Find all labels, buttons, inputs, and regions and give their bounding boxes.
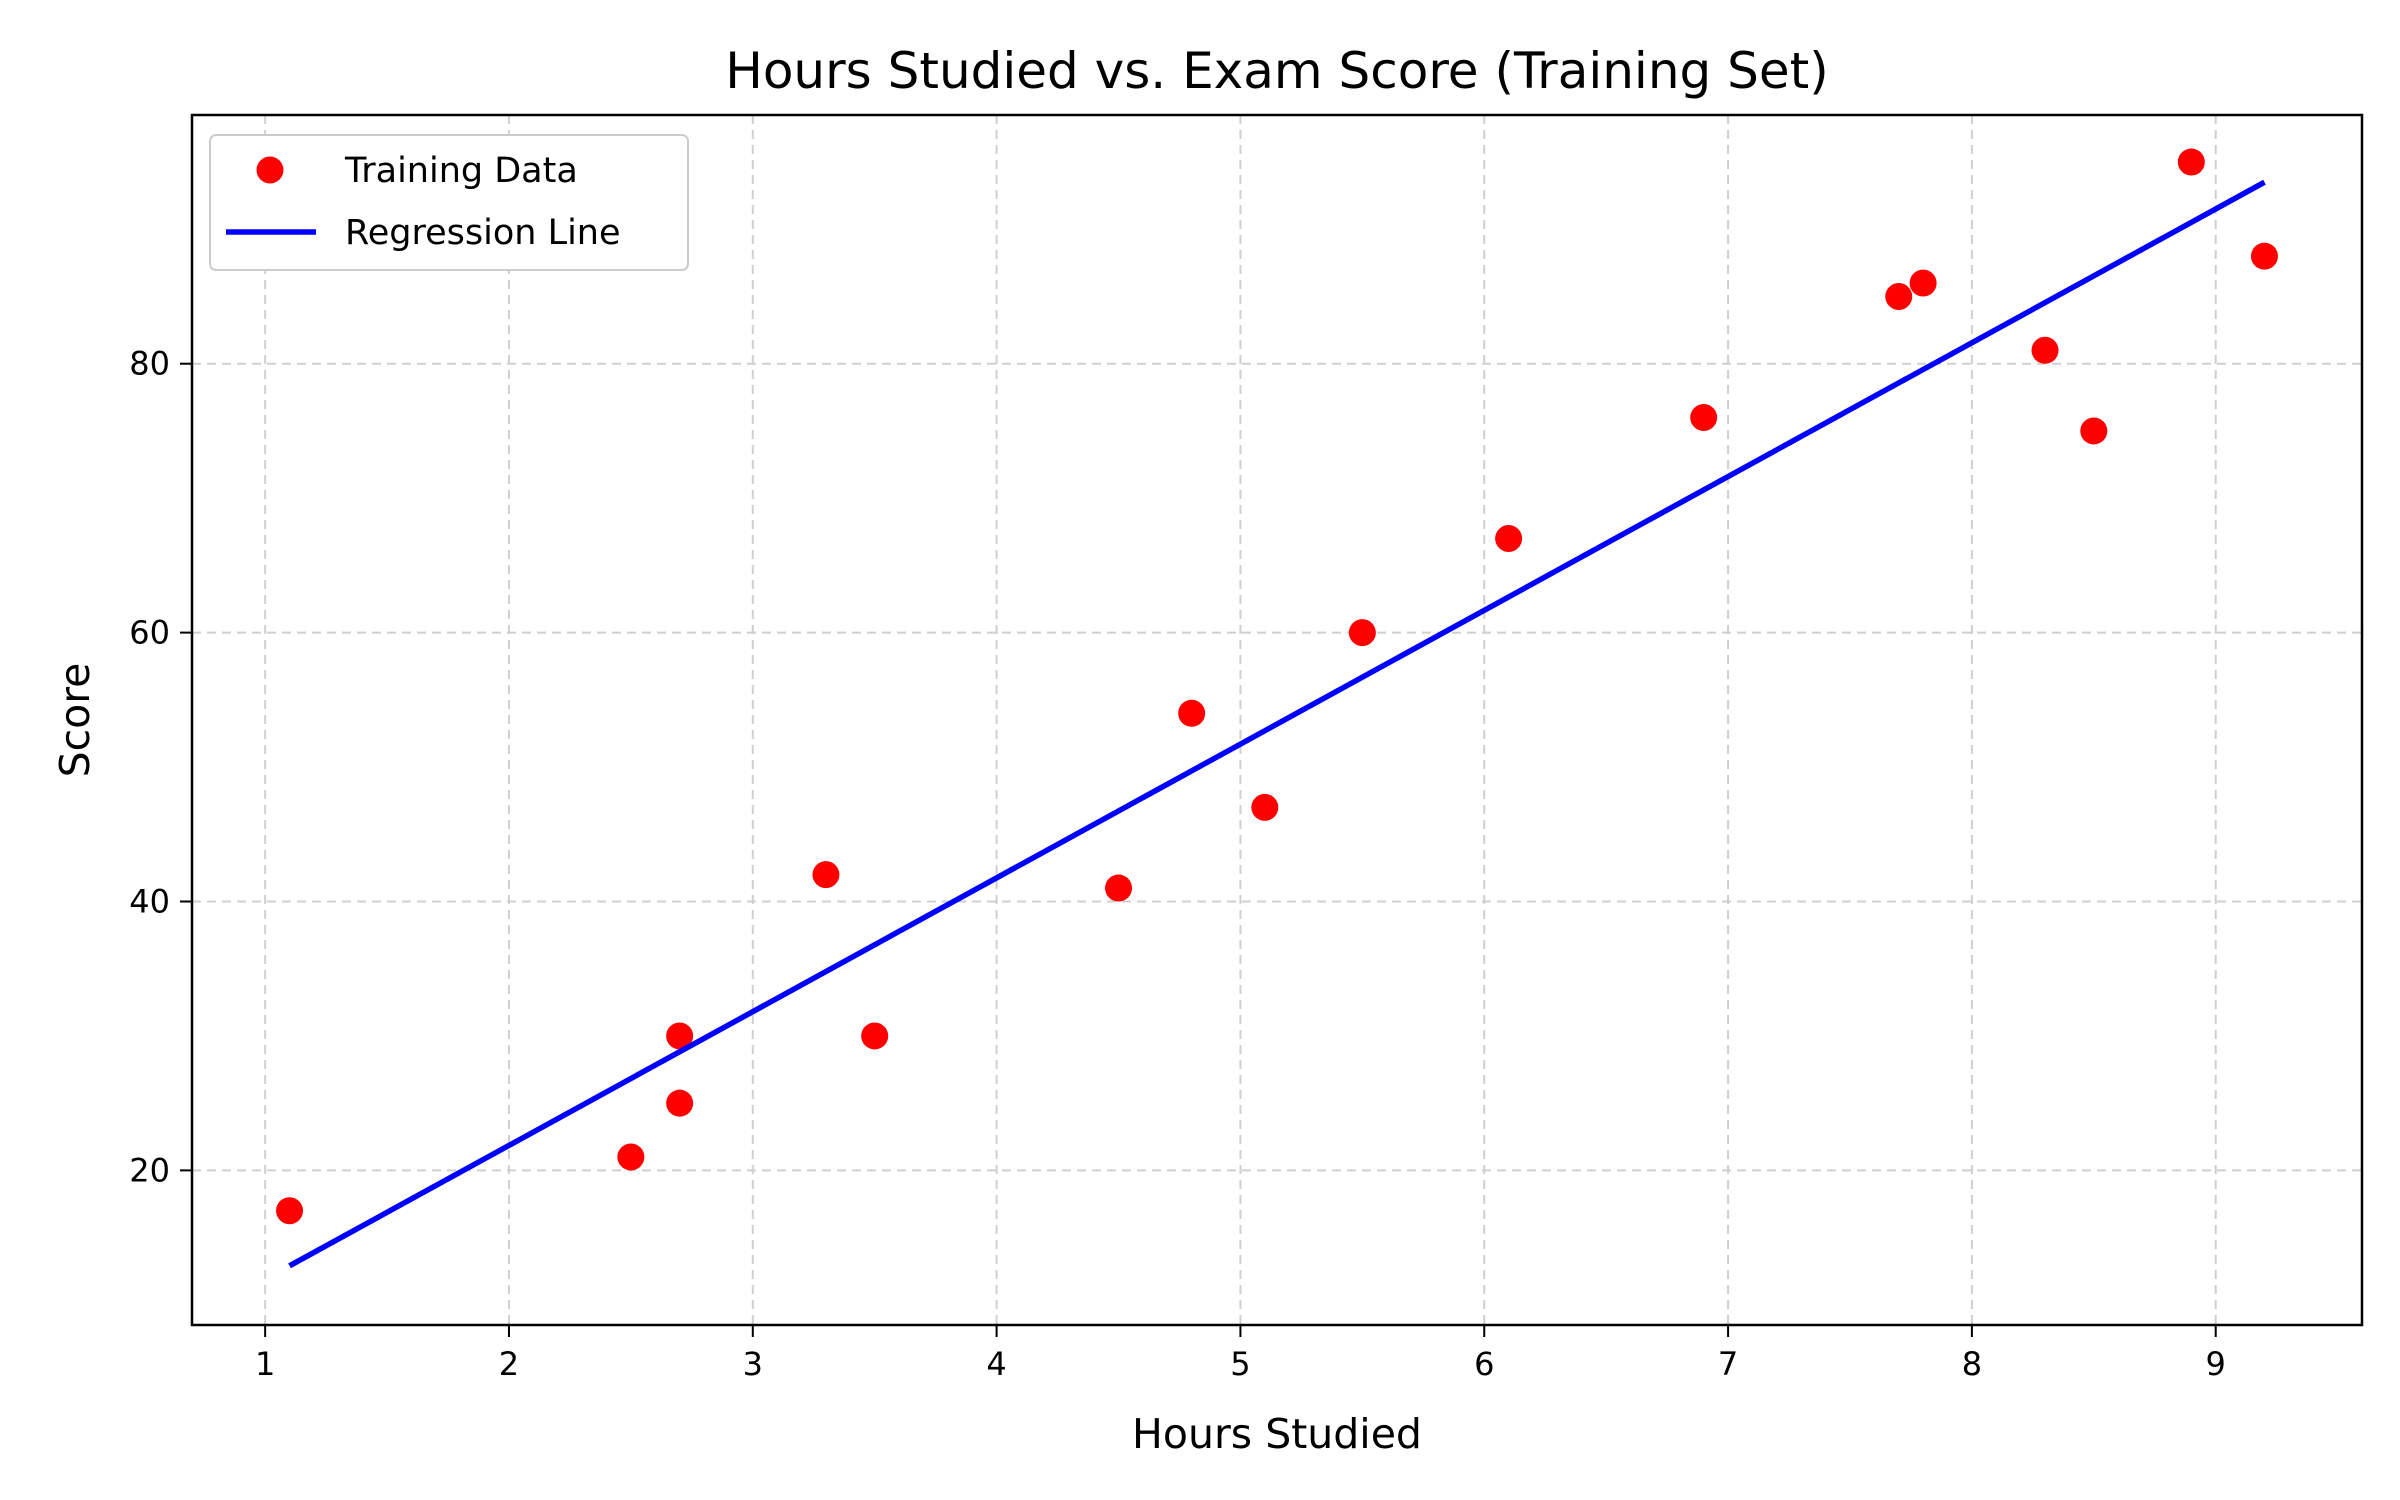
x-tick-label: 8 bbox=[1962, 1345, 1982, 1383]
legend-label: Training Data bbox=[344, 151, 578, 191]
data-point bbox=[861, 1022, 889, 1050]
x-tick-label: 2 bbox=[499, 1345, 519, 1383]
data-point bbox=[617, 1143, 645, 1171]
data-point bbox=[1348, 619, 1376, 647]
legend-box bbox=[209, 134, 689, 271]
legend: Training Data Regression Line bbox=[209, 134, 689, 271]
x-tick-label: 9 bbox=[2206, 1345, 2226, 1383]
x-tick-label: 6 bbox=[1474, 1345, 1494, 1383]
x-tick-label: 7 bbox=[1718, 1345, 1738, 1383]
grid bbox=[192, 115, 2362, 1325]
y-tick-label: 20 bbox=[129, 1151, 170, 1189]
data-point bbox=[666, 1089, 694, 1117]
y-tick-label: 40 bbox=[129, 883, 170, 921]
plot-frame bbox=[190, 113, 2364, 1327]
y-tick-label: 80 bbox=[129, 345, 170, 383]
x-tick-label: 1 bbox=[255, 1345, 275, 1383]
data-point bbox=[1178, 699, 1206, 727]
x-axis-label: Hours Studied bbox=[1132, 1410, 1422, 1458]
regression-line bbox=[288, 179, 2266, 1269]
data-point bbox=[276, 1197, 304, 1225]
y-tick-label: 60 bbox=[129, 614, 170, 652]
data-point bbox=[1251, 793, 1279, 821]
legend-marker-swatch bbox=[256, 156, 284, 184]
data-point bbox=[812, 861, 840, 889]
chart-title: Hours Studied vs. Exam Score (Training S… bbox=[725, 42, 1829, 100]
legend-label: Regression Line bbox=[345, 213, 621, 253]
data-point bbox=[1690, 404, 1718, 431]
data-point bbox=[1105, 874, 1133, 902]
data-point bbox=[2080, 417, 2108, 445]
data-point bbox=[1495, 525, 1523, 552]
x-tick-label: 4 bbox=[986, 1345, 1006, 1383]
x-tick-label: 3 bbox=[743, 1345, 763, 1383]
data-point bbox=[1909, 269, 1937, 297]
x-tick-label: 5 bbox=[1230, 1345, 1250, 1383]
data-point bbox=[2031, 336, 2059, 364]
series-layer bbox=[276, 148, 2278, 1269]
data-point bbox=[1885, 283, 1913, 310]
data-point bbox=[2177, 148, 2205, 176]
data-point bbox=[2250, 242, 2278, 270]
y-axis-label: Score bbox=[51, 663, 99, 778]
data-point bbox=[666, 1022, 694, 1050]
ticks: 1 2 3 4 5 6 7 8 9 20 40 60 80 bbox=[129, 345, 2226, 1383]
